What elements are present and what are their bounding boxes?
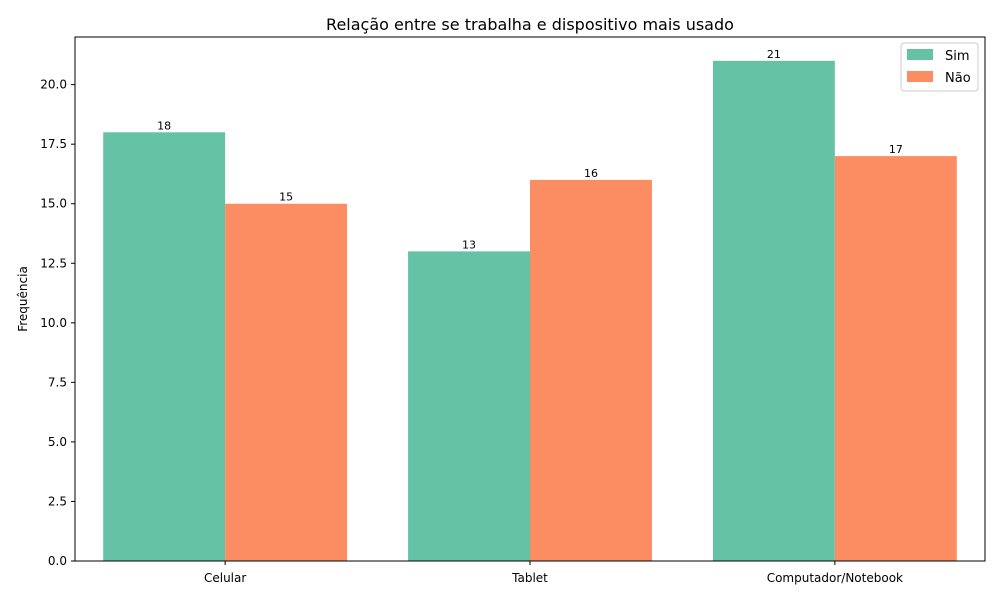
- y-tick-label: 7.5: [48, 375, 67, 389]
- bars-group: [103, 60, 957, 562]
- legend-swatch-sim: [907, 49, 933, 60]
- y-tick-label: 15.0: [40, 197, 67, 211]
- y-tick-label: 10.0: [40, 316, 67, 330]
- data-labels-group: 18 13 21 15 16 17: [157, 48, 903, 252]
- data-label-nao-celular: 15: [279, 191, 293, 204]
- y-axis-ticks: 0.0 2.5 5.0 7.5 10.0 12.5 15.0 17.5 20.0: [40, 78, 75, 568]
- y-tick-label: 5.0: [48, 435, 67, 449]
- legend-label-sim: Sim: [945, 49, 970, 64]
- bar-nao-celular: [225, 203, 348, 561]
- legend-swatch-nao: [907, 71, 933, 82]
- data-label-sim-computador-notebook: 21: [767, 48, 781, 61]
- x-tick-label: Celular: [204, 571, 246, 585]
- x-axis-ticks: Celular Tablet Computador/Notebook: [204, 561, 903, 585]
- chart-title: Relação entre se trabalha e dispositivo …: [326, 15, 734, 34]
- bar-nao-computador-notebook: [834, 156, 957, 561]
- y-tick-label: 20.0: [40, 78, 67, 92]
- bar-sim-tablet: [408, 251, 530, 561]
- data-label-sim-celular: 18: [157, 119, 171, 132]
- data-label-nao-tablet: 16: [584, 167, 598, 180]
- legend-label-nao: Não: [945, 71, 971, 86]
- data-label-sim-tablet: 13: [462, 238, 476, 251]
- bar-sim-celular: [103, 132, 226, 562]
- y-axis-label: Frequência: [16, 266, 30, 332]
- x-tick-label: Computador/Notebook: [767, 571, 903, 585]
- legend: Sim Não: [900, 42, 979, 92]
- y-tick-label: 2.5: [48, 494, 67, 508]
- plot-frame: [74, 36, 986, 562]
- data-label-nao-computador-notebook: 17: [889, 143, 903, 156]
- x-tick-label: Tablet: [511, 571, 548, 585]
- y-tick-label: 12.5: [40, 256, 67, 270]
- y-tick-label: 0.0: [48, 554, 67, 568]
- y-tick-label: 17.5: [40, 137, 67, 151]
- bar-nao-tablet: [530, 179, 652, 561]
- bar-sim-computador-notebook: [712, 60, 835, 562]
